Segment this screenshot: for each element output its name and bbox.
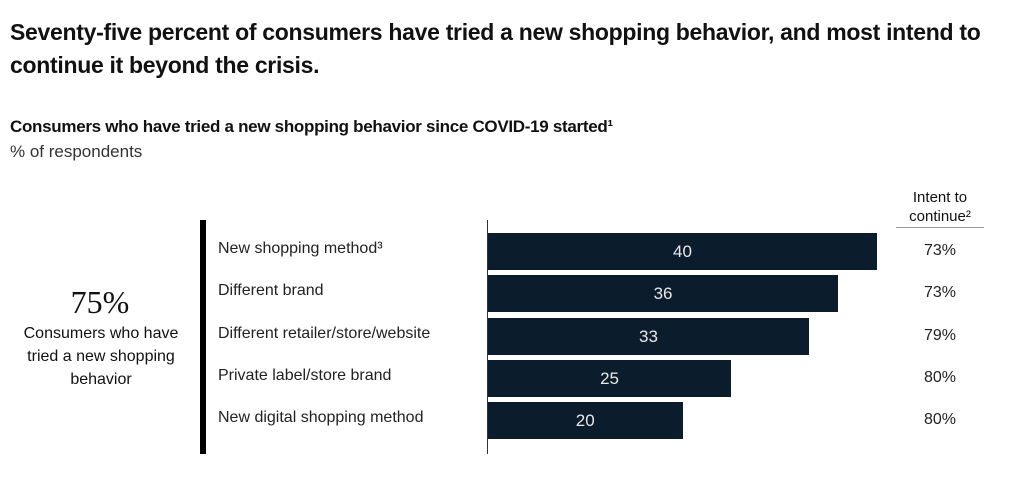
category-label: Different retailer/store/website: [218, 324, 431, 342]
category-label: Different brand: [218, 282, 324, 300]
summary-caption: Consumers who have tried a new shopping …: [23, 325, 179, 388]
unit-label: % of respondents: [10, 142, 143, 161]
summary-divider: [200, 220, 206, 454]
bar-value-label: 40: [673, 242, 692, 261]
intent-value: 80%: [923, 411, 957, 429]
category-label: New digital shopping method: [218, 409, 424, 427]
bar-value-label: 20: [575, 411, 595, 431]
bar: [488, 402, 683, 440]
bar-value-label: 25: [600, 368, 620, 388]
intent-value: 79%: [923, 326, 957, 344]
bar: [488, 275, 839, 313]
bar: [488, 359, 732, 397]
chart-title: Seventy-five percent of consumers have t…: [10, 19, 981, 78]
summary-value: 75%: [70, 284, 130, 320]
bar-value-label: 33: [638, 326, 658, 346]
category-label: New shopping method³: [218, 240, 383, 257]
intent-value: 80%: [923, 368, 957, 386]
bar: [488, 317, 809, 355]
bar-value-label: 36: [653, 284, 673, 304]
intent-value: 73%: [923, 242, 957, 259]
intent-header: Intent to continue²: [896, 188, 984, 228]
intent-value: 73%: [923, 284, 957, 302]
category-label: Private label/store brand: [218, 366, 392, 384]
chart-subtitle: Consumers who have tried a new shopping …: [10, 117, 613, 136]
bar: [488, 233, 877, 270]
bar-axis: [487, 220, 488, 454]
